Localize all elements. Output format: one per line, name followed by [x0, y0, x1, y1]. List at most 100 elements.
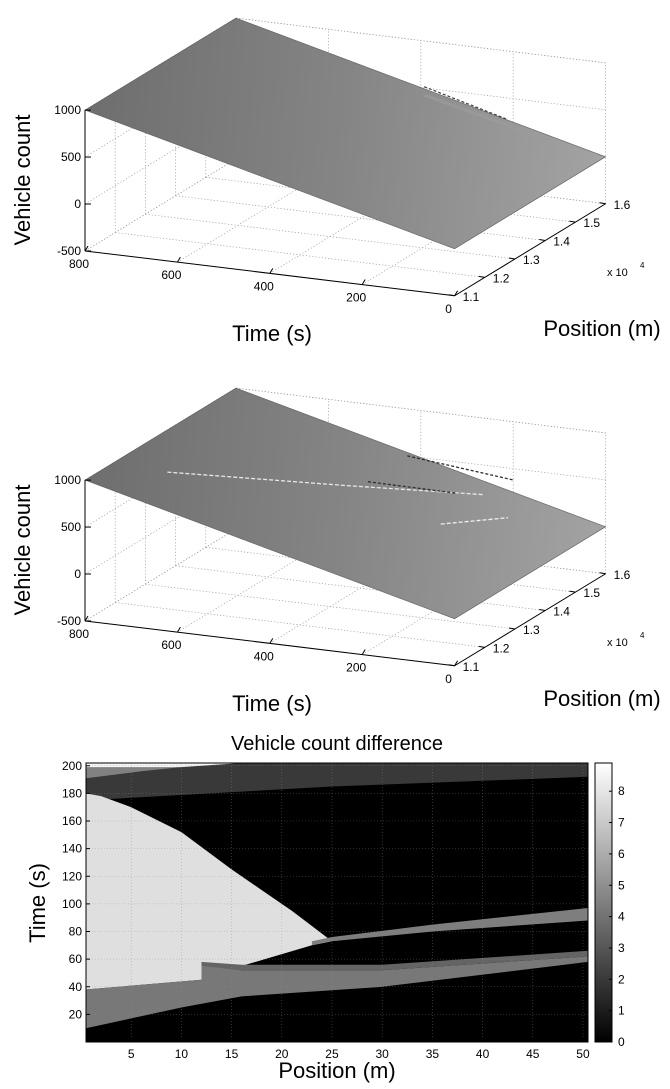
heatmap-x-label: Position (m)	[278, 1058, 395, 1083]
y-tick-label: 80	[69, 925, 83, 939]
colorbar-tick-label: 8	[618, 784, 625, 798]
surface-features	[423, 86, 549, 143]
colorbar-tick-label: 3	[618, 941, 625, 955]
heatmap-frame	[85, 762, 589, 1043]
z-tick-label: 500	[61, 150, 81, 164]
position-tick-label: 1.4	[553, 605, 570, 619]
position-tick-label: 1.5	[583, 216, 600, 230]
surface-plot-middle: -500 0 500 1000 0 200 400 600 800 1.1 1.2 1.3 1.4 1.5…	[0, 370, 670, 730]
position-tick-label: 1.5	[583, 586, 600, 600]
time-tick	[84, 245, 89, 252]
surface	[84, 387, 607, 620]
position-tick-label: 1.2	[493, 271, 510, 285]
time-tick	[454, 290, 459, 297]
y-tick-label: 120	[62, 869, 82, 883]
time-tick-label: 800	[69, 257, 89, 271]
position-tick-label: 1.1	[463, 660, 480, 674]
position-axis-line	[454, 573, 606, 667]
heatmap-region	[86, 767, 182, 779]
colorbar-tick-label: 5	[618, 878, 625, 892]
z-axis-label: Vehicle count	[10, 485, 35, 616]
z-tick-label: 0	[74, 567, 81, 581]
y-tick-label: 200	[62, 759, 82, 773]
time-tick	[361, 649, 366, 655]
colorbar-tick-label: 6	[618, 847, 625, 861]
time-tick	[84, 615, 89, 622]
x-tick-label: 25	[325, 1047, 339, 1061]
x-tick-label: 50	[576, 1047, 590, 1061]
grid-line	[235, 17, 606, 64]
colorbar-tick-label: 1	[618, 1004, 625, 1018]
grid-line	[115, 232, 485, 278]
position-multiplier-exponent: 4	[640, 261, 645, 270]
position-tick-label: 1.6	[614, 198, 631, 212]
colorbar-tick-label: 0	[618, 1035, 625, 1049]
position-tick-label: 1.6	[614, 568, 631, 582]
position-tick	[599, 572, 606, 575]
position-tick	[599, 202, 606, 205]
position-tick	[448, 294, 455, 297]
x-tick-label: 45	[526, 1047, 540, 1061]
time-axis-label: Time (s)	[232, 321, 312, 346]
time-tick	[176, 626, 181, 633]
grid-line	[145, 583, 516, 630]
grid-line	[115, 602, 485, 648]
z-tick-label: 1000	[54, 103, 81, 117]
x-tick-label: 35	[426, 1047, 440, 1061]
position-tick	[539, 609, 546, 612]
position-tick-label: 1.2	[493, 641, 510, 655]
time-tick	[454, 660, 459, 667]
z-tick-label: 1000	[54, 473, 81, 487]
y-tick-label: 100	[62, 897, 82, 911]
colorbar-tick-label: 2	[618, 972, 625, 986]
time-tick-label: 0	[445, 672, 452, 686]
surface-features	[167, 455, 514, 525]
colorbar	[594, 762, 613, 1043]
heatmap-region	[86, 793, 332, 990]
heatmap-region	[311, 908, 588, 946]
grid-line	[145, 213, 516, 260]
heatmap-plot: 5 10 15 20 25 30 35 40 45 50 20 40 60 80 100 120 140 160 1…	[0, 728, 670, 1089]
time-tick-label: 200	[346, 661, 366, 675]
y-tick-label: 60	[69, 952, 83, 966]
position-multiplier: x 10	[607, 267, 628, 279]
z-tick-label: -500	[57, 244, 81, 258]
heatmap-y-label: Time (s)	[25, 863, 50, 943]
position-multiplier-exponent: 4	[640, 631, 645, 640]
surface-ridge	[407, 455, 514, 481]
surface-plot-top-svg: -500 0 500 1000 0 200 400 600 800 1.1 1.2 1.3 1.4 1.5…	[10, 17, 661, 346]
position-tick-label: 1.3	[523, 623, 540, 637]
surface	[84, 17, 607, 250]
position-tick	[478, 645, 485, 648]
heatmap-region	[201, 950, 588, 971]
x-tick-label: 10	[175, 1047, 189, 1061]
time-tick-label: 600	[161, 268, 181, 282]
time-tick-label: 200	[346, 291, 366, 305]
y-tick-label: 20	[69, 1007, 83, 1021]
time-tick-label: 400	[254, 649, 274, 663]
time-tick	[361, 279, 366, 285]
position-axis-line	[454, 203, 606, 297]
time-tick	[176, 256, 181, 263]
time-tick	[269, 638, 274, 644]
position-axis-label: Position (m)	[543, 686, 660, 711]
colorbar-tick-label: 4	[618, 910, 625, 924]
y-tick-label: 180	[62, 786, 82, 800]
heatmap-regions	[86, 763, 588, 1029]
x-tick-label: 5	[128, 1047, 135, 1061]
time-tick-label: 400	[254, 279, 274, 293]
grid-line	[175, 565, 546, 611]
position-tick	[478, 275, 485, 278]
position-tick	[508, 627, 516, 630]
z-tick-label: 500	[61, 520, 81, 534]
grid-line	[235, 387, 606, 434]
surface-ridge	[440, 517, 508, 525]
position-tick	[508, 257, 516, 260]
time-tick-label: 0	[445, 302, 452, 316]
position-tick	[448, 664, 455, 667]
surface-ridge	[167, 471, 484, 496]
z-tick-label: -500	[57, 614, 81, 628]
grid-line	[84, 158, 237, 252]
position-tick-label: 1.3	[523, 253, 540, 267]
surface-plot-top: -500 0 500 1000 0 200 400 600 800 1.1 1.2 1.3 1.4 1.5…	[0, 0, 670, 360]
